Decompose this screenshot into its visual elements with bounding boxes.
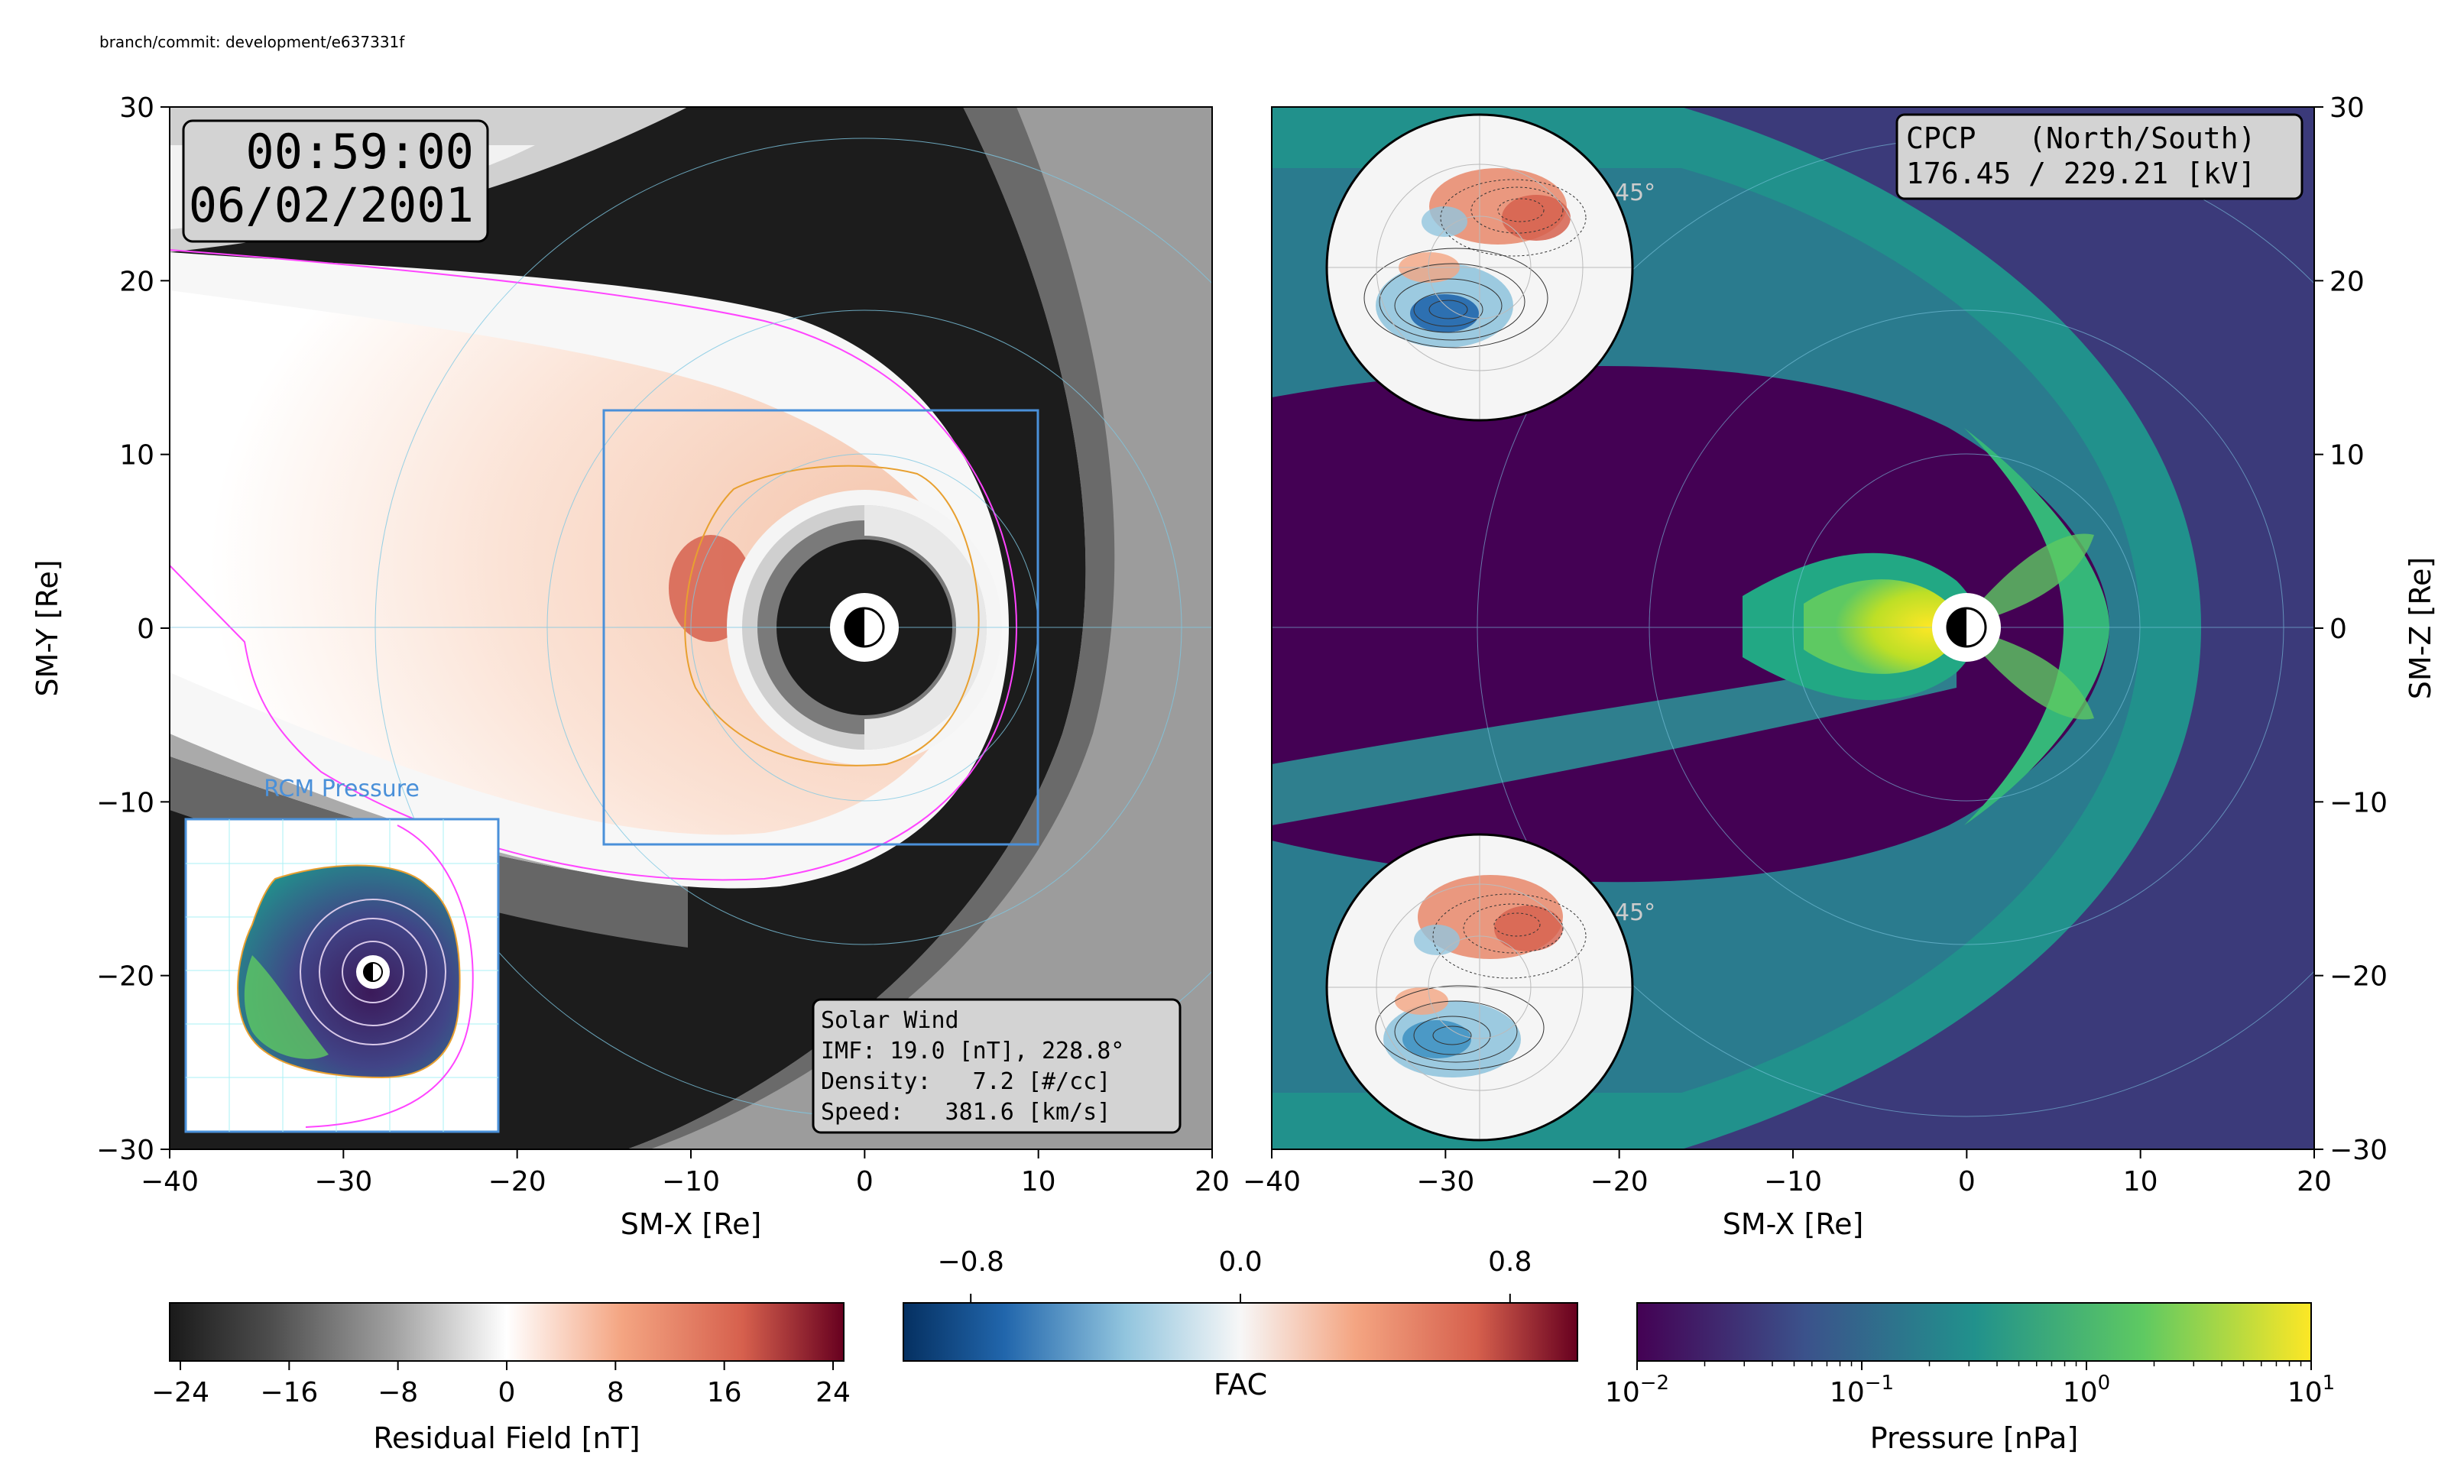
right-panel: 45° xyxy=(1243,92,2437,1241)
y-tick-label: −30 xyxy=(2329,1135,2388,1166)
solar-wind-box: Solar Wind IMF: 19.0 [nT], 228.8° Densit… xyxy=(812,998,1182,1134)
y-tick-label: −20 xyxy=(2329,961,2388,993)
colorbar-tick-label: 24 xyxy=(815,1377,851,1408)
y-tick-label: 20 xyxy=(2329,266,2365,297)
x-tick-label: 10 xyxy=(1021,1166,1056,1197)
x-tick-label: −20 xyxy=(1590,1166,1649,1197)
north-lat-label: 45° xyxy=(1615,180,1655,206)
residual-colorbar-label: Residual Field [nT] xyxy=(373,1421,640,1455)
colorbar-tick-label: −16 xyxy=(260,1377,318,1408)
left-xlabel: SM-X [Re] xyxy=(621,1207,762,1241)
pressure-colorbar: 10−2 10−1 100 101 Pressure [nPa] xyxy=(1605,1302,2335,1455)
right-x-axis: −40 −30 −20 −10 0 10 20 xyxy=(1243,1149,2332,1197)
x-tick-label: −30 xyxy=(314,1166,372,1197)
x-tick-label: 0 xyxy=(856,1166,874,1197)
x-tick-label: 20 xyxy=(2297,1166,2332,1197)
x-tick-label: −10 xyxy=(662,1166,720,1197)
x-tick-label: 0 xyxy=(1958,1166,1976,1197)
colorbar-tick-label: 8 xyxy=(607,1377,624,1408)
y-tick-label: −30 xyxy=(96,1135,154,1166)
x-tick-label: −30 xyxy=(1416,1166,1474,1197)
north-polar-map: 45° xyxy=(1325,113,1655,422)
colorbar-tick-label: −24 xyxy=(151,1377,209,1408)
x-tick-label: −10 xyxy=(1764,1166,1822,1197)
rcm-inset: RCM Pressure xyxy=(184,776,500,1133)
solar-wind-speed: Speed: 381.6 [km/s] xyxy=(821,1099,1110,1126)
zoom-box xyxy=(602,409,1039,846)
rcm-inset-title: RCM Pressure xyxy=(264,776,420,802)
time-box: 00:59:00 06/02/2001 xyxy=(182,119,489,243)
y-tick-label: −10 xyxy=(2329,787,2388,818)
solar-wind-density: Density: 7.2 [#/cc] xyxy=(821,1068,1110,1095)
left-x-axis: −40 −30 −20 −10 0 10 20 xyxy=(141,1149,1230,1197)
cpcp-values: 176.45 / 229.21 [kV] xyxy=(1906,157,2256,190)
left-y-axis: 30 20 10 0 −10 −20 −30 xyxy=(96,92,170,1166)
residual-heatmap xyxy=(170,107,1212,1149)
pressure-colorbar-label: Pressure [nPa] xyxy=(1870,1421,2079,1455)
cpcp-header: CPCP (North/South) xyxy=(1906,122,2256,155)
commit-label: branch/commit: development/e637331f xyxy=(99,33,405,51)
left-panel: 00:59:00 06/02/2001 RCM Pressure xyxy=(31,92,1230,1241)
colorbar-tick-label: 0.8 xyxy=(1488,1246,1532,1278)
x-tick-label: −40 xyxy=(1243,1166,1301,1197)
colorbar-tick-label: −0.8 xyxy=(937,1246,1003,1278)
y-tick-label: 30 xyxy=(119,92,154,124)
y-tick-label: −10 xyxy=(96,787,154,818)
fac-colorbar: −0.8 0.0 0.8 FAC xyxy=(903,1246,1578,1401)
colorbar-tick-label: 10−2 xyxy=(1605,1372,1669,1408)
colorbar-tick-label: 10−1 xyxy=(1830,1372,1894,1408)
y-tick-label: 10 xyxy=(119,440,154,471)
colorbar-tick-label: 16 xyxy=(707,1377,742,1408)
earth-icon-right xyxy=(1932,593,2001,662)
fac-colorbar-label: FAC xyxy=(1214,1368,1267,1401)
solar-wind-title: Solar Wind xyxy=(821,1007,959,1034)
colorbar-tick-label: 0.0 xyxy=(1218,1246,1262,1278)
right-y-axis: 30 20 10 0 −10 −20 −30 xyxy=(2314,92,2388,1166)
south-lat-label: 45° xyxy=(1615,899,1655,926)
y-tick-label: 20 xyxy=(119,266,154,297)
y-tick-label: 10 xyxy=(2329,440,2365,471)
date-label: 06/02/2001 xyxy=(189,177,474,233)
cpcp-box: CPCP (North/South) 176.45 / 229.21 [kV] xyxy=(1895,113,2304,200)
x-tick-label: −20 xyxy=(488,1166,546,1197)
x-tick-label: −40 xyxy=(141,1166,199,1197)
residual-colorbar: −24 −16 −8 0 8 16 24 Residual Field [nT] xyxy=(151,1302,851,1455)
y-tick-label: 0 xyxy=(137,614,154,645)
south-polar-map: 45° xyxy=(1325,833,1655,1142)
solar-wind-imf: IMF: 19.0 [nT], 228.8° xyxy=(821,1038,1124,1064)
earth-icon xyxy=(830,593,899,662)
colorbar-tick-label: 0 xyxy=(498,1377,516,1408)
colorbar-tick-label: 100 xyxy=(2063,1372,2110,1408)
y-tick-label: −20 xyxy=(96,961,154,993)
colorbar-tick-label: 101 xyxy=(2287,1372,2335,1408)
y-tick-label: 0 xyxy=(2329,614,2347,645)
y-tick-label: 30 xyxy=(2329,92,2365,124)
right-xlabel: SM-X [Re] xyxy=(1723,1207,1864,1241)
time-label: 00:59:00 xyxy=(245,124,474,180)
left-ylabel: SM-Y [Re] xyxy=(31,559,64,696)
right-ylabel: SM-Z [Re] xyxy=(2404,557,2437,699)
x-tick-label: 10 xyxy=(2123,1166,2158,1197)
colorbar-tick-label: −8 xyxy=(378,1377,418,1408)
x-tick-label: 20 xyxy=(1195,1166,1230,1197)
